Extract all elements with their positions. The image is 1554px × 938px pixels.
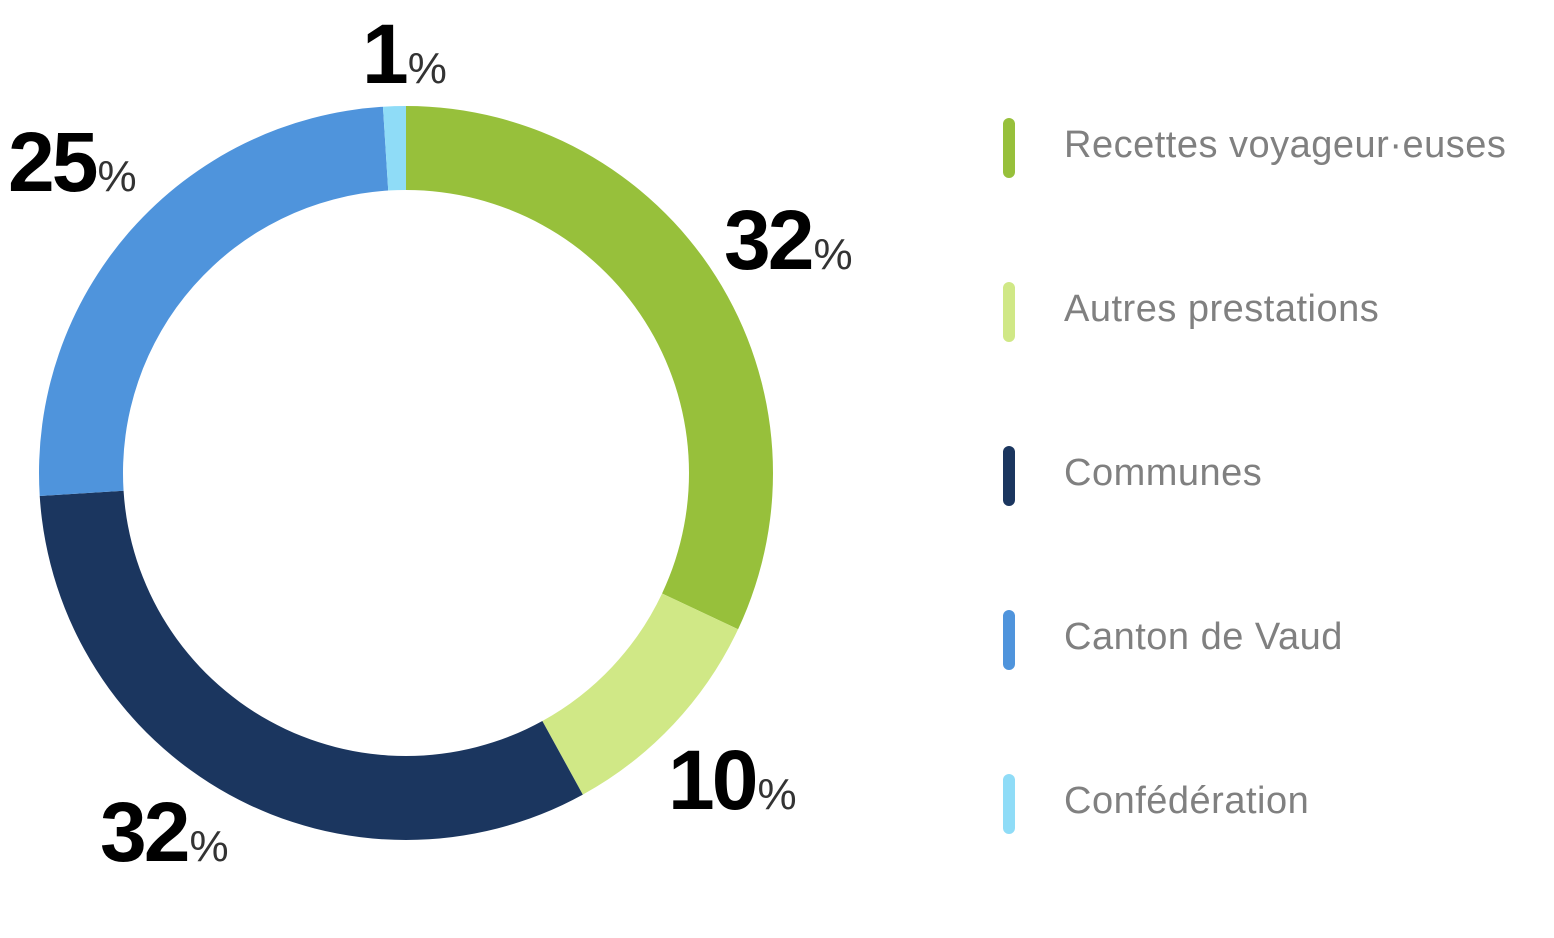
percent-sign: % xyxy=(813,230,853,279)
percent-sign: % xyxy=(189,822,229,871)
value-text: 32 xyxy=(100,785,190,879)
value-text: 32 xyxy=(724,193,814,287)
donut-segment-confederation xyxy=(382,106,406,191)
legend-label: Communes xyxy=(1064,452,1263,494)
donut-segment-autres xyxy=(542,593,739,795)
donut-segment-canton xyxy=(38,106,389,497)
donut-chart xyxy=(38,106,773,840)
percent-sign: % xyxy=(97,152,137,201)
legend-label: Autres prestations xyxy=(1064,288,1380,330)
legend-swatch xyxy=(1003,774,1015,834)
legend-swatch xyxy=(1003,118,1015,178)
percent-sign: % xyxy=(407,44,447,93)
legend-swatch xyxy=(1003,446,1015,506)
data-label-communes: 32% xyxy=(100,790,229,874)
value-text: 1 xyxy=(362,7,409,101)
legend-label: Confédération xyxy=(1064,780,1310,822)
data-label-confederation: 1% xyxy=(362,12,447,96)
data-label-recettes: 32% xyxy=(724,198,853,282)
value-text: 10 xyxy=(668,733,758,827)
legend-swatch xyxy=(1003,610,1015,670)
legend-swatch xyxy=(1003,282,1015,342)
legend-label: Recettes voyageur·euses xyxy=(1064,124,1507,166)
donut-segment-communes xyxy=(39,490,583,840)
legend-label: Canton de Vaud xyxy=(1064,616,1343,658)
donut-segment-recettes xyxy=(406,106,773,630)
value-text: 25 xyxy=(8,115,98,209)
percent-sign: % xyxy=(757,770,797,819)
data-label-canton: 25% xyxy=(8,120,137,204)
data-label-autres: 10% xyxy=(668,738,797,822)
